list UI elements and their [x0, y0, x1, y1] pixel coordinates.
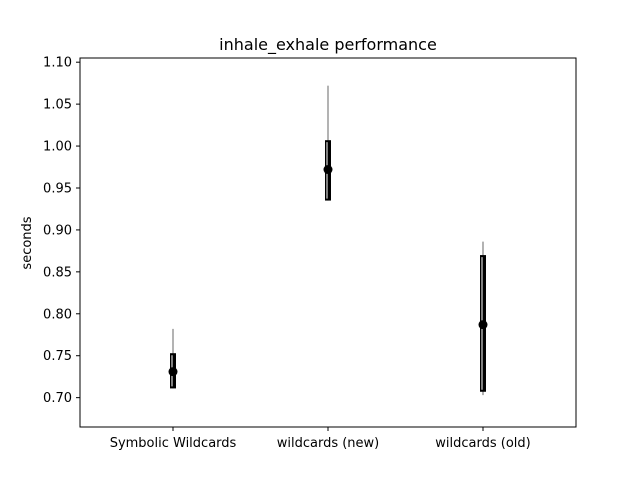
y-tick-label: 0.95	[43, 181, 72, 196]
y-axis-title: seconds	[20, 216, 35, 269]
chart-title: inhale_exhale performance	[219, 35, 437, 55]
y-tick-label: 1.00	[43, 140, 72, 155]
x-tick-label: Symbolic Wildcards	[110, 436, 237, 451]
median-point	[168, 367, 178, 377]
median-point	[478, 320, 488, 330]
plot-frame	[79, 57, 577, 428]
y-tick-label: 0.75	[43, 349, 72, 364]
y-axis: 0.70 0.75 0.80 0.85 0.90 0.95 1.00 1.05 1.10	[43, 56, 80, 406]
y-tick-label: 0.90	[43, 223, 72, 238]
x-axis: Symbolic Wildcards wildcards (new) wildcar…	[110, 427, 531, 451]
y-tick-label: 1.10	[43, 56, 72, 71]
x-tick-label: wildcards (new)	[277, 436, 380, 451]
data-marks	[168, 85, 488, 396]
y-tick-label: 1.05	[43, 98, 72, 113]
y-tick-label: 0.80	[43, 307, 72, 322]
x-tick-label: wildcards (old)	[435, 436, 530, 451]
median-point	[323, 165, 333, 175]
y-tick-label: 0.85	[43, 265, 72, 280]
y-tick-label: 0.70	[43, 391, 72, 406]
